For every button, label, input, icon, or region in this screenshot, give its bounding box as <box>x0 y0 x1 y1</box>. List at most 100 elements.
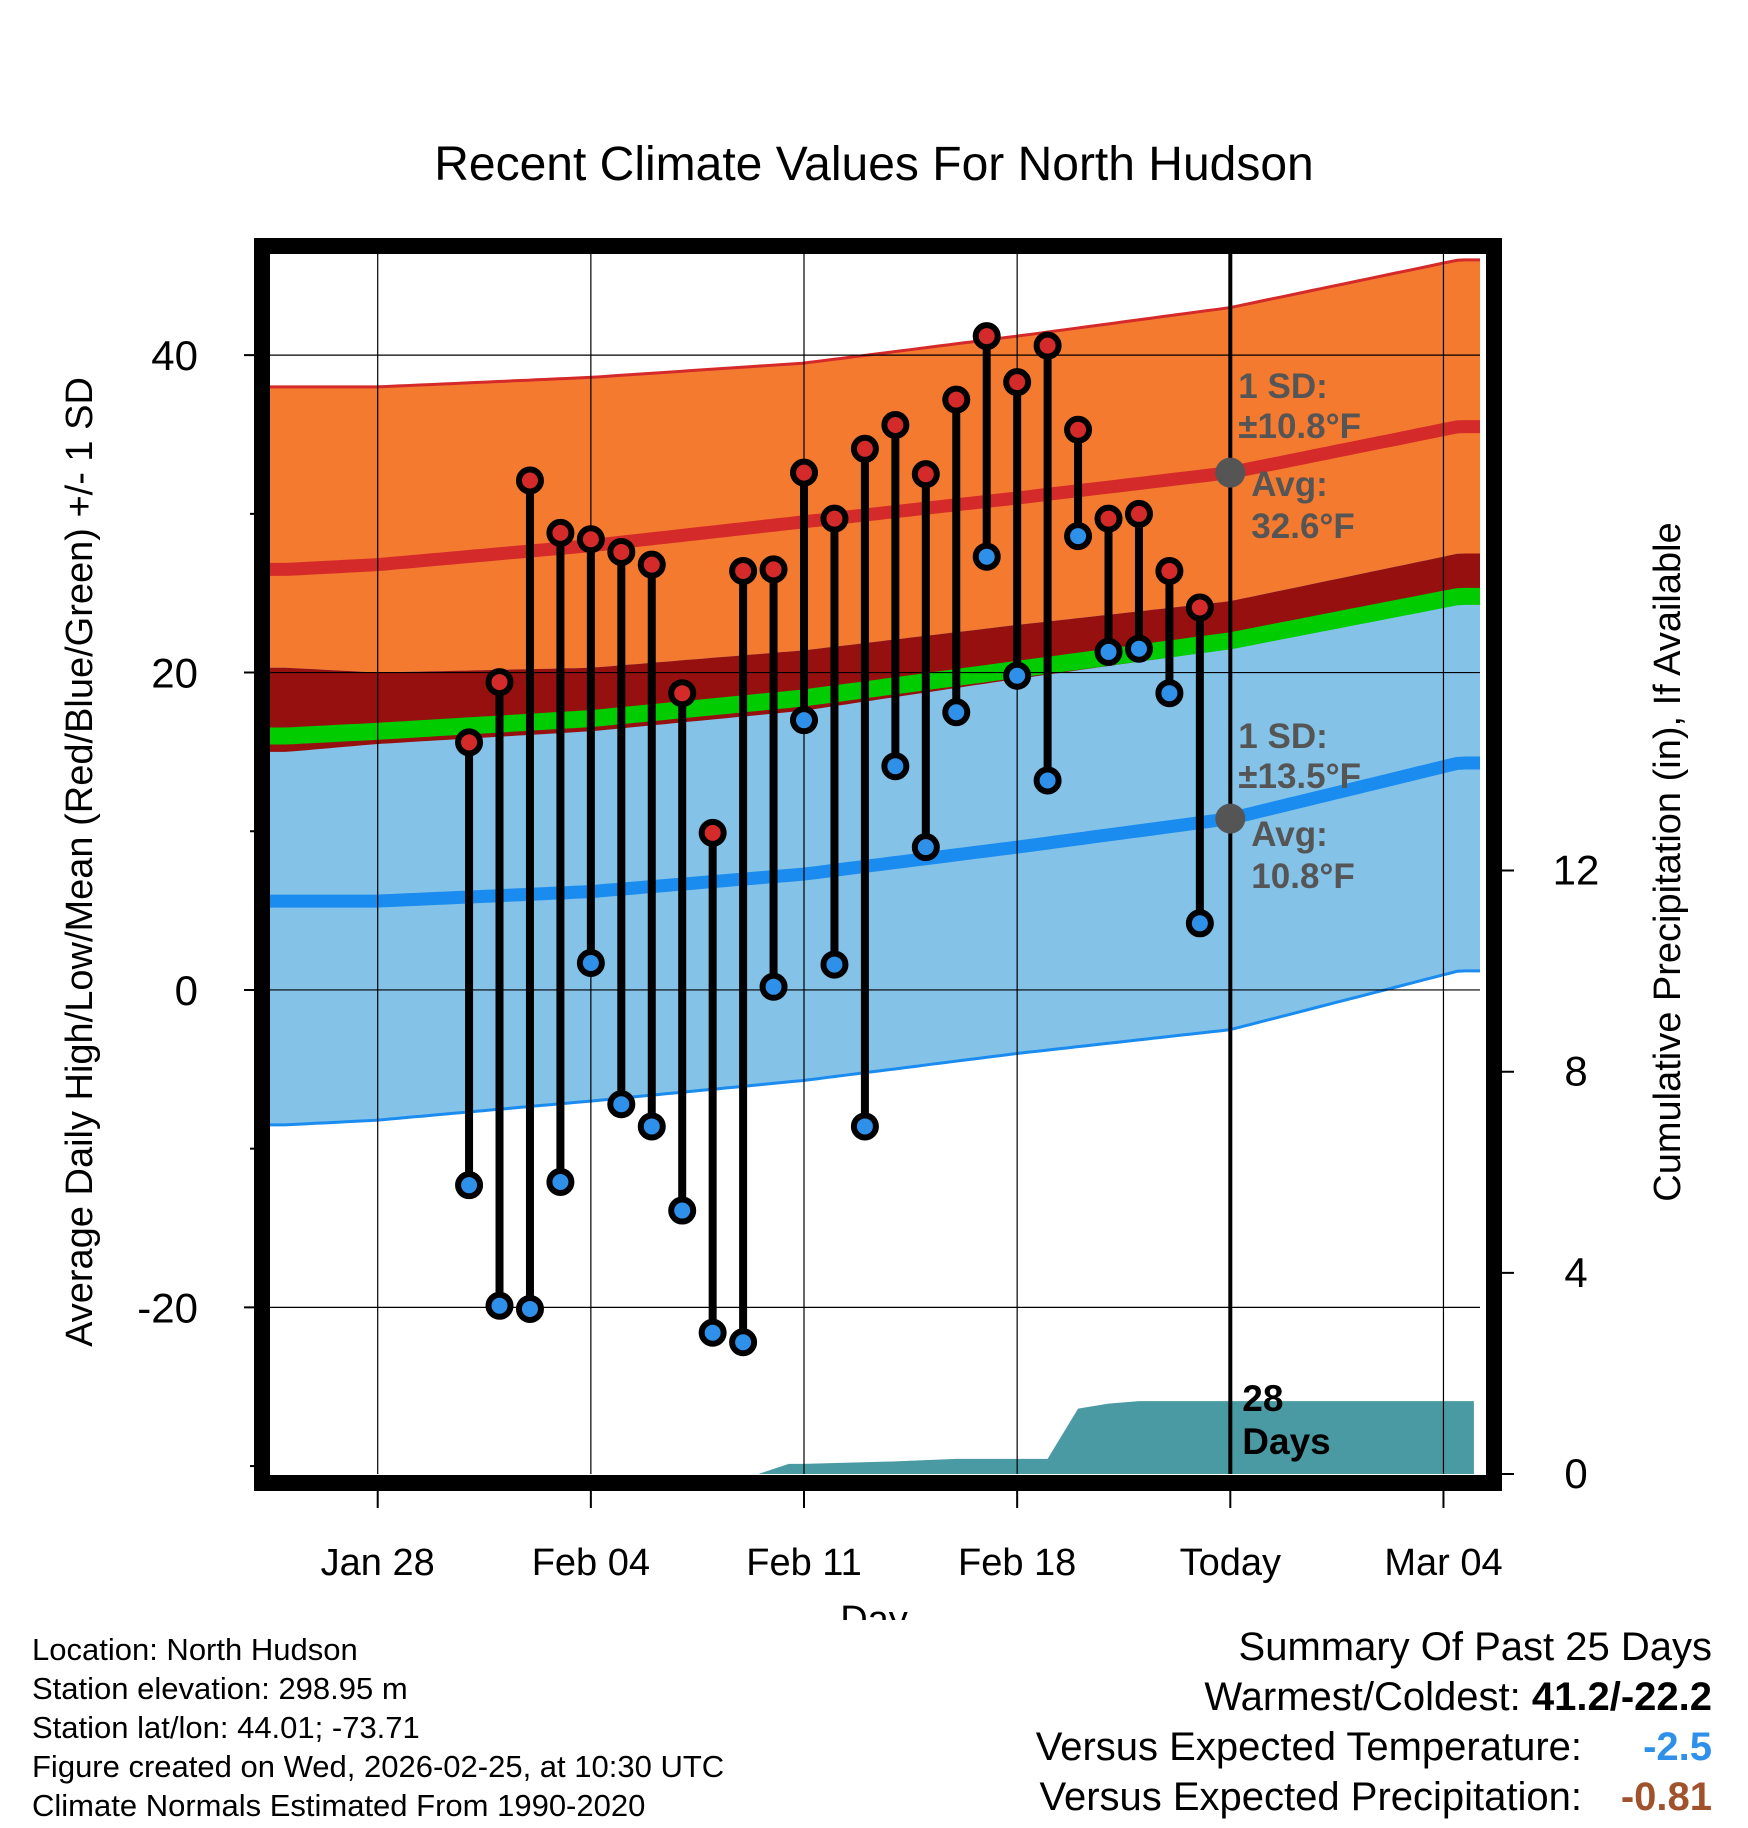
daily-high-point <box>485 668 514 697</box>
daily-low-point <box>790 706 819 735</box>
daily-low-point <box>607 1090 636 1119</box>
daily-high-point <box>1064 415 1093 444</box>
y-tick-label: 20 <box>151 650 198 697</box>
daily-low-point <box>1094 637 1123 666</box>
y2-tick-label: 8 <box>1564 1048 1587 1095</box>
created-text: Figure created on Wed, 2026-02-25, at 10… <box>32 1749 725 1784</box>
daily-high-point <box>911 460 940 489</box>
station-info: Location: North Hudson Station elevation… <box>32 1630 724 1825</box>
low-lower-edge <box>262 969 1480 1127</box>
daily-high-point <box>1003 368 1032 397</box>
x-tick-label: Feb 04 <box>532 1542 650 1584</box>
daily-low-point <box>576 948 605 977</box>
low-avg-label: Avg: <box>1251 815 1327 854</box>
daily-low-point <box>850 1112 879 1141</box>
daily-low-point <box>1155 679 1184 708</box>
x-tick-label: Today <box>1180 1542 1281 1584</box>
overlap-band <box>262 553 1480 752</box>
high-sd-value: ±10.8°F <box>1238 407 1361 446</box>
x-axis-label: Day <box>840 1599 908 1620</box>
daily-high-point <box>972 322 1001 351</box>
temp-label: Versus Expected Temperature: <box>1035 1725 1582 1769</box>
y2-tick-label: 0 <box>1564 1450 1587 1497</box>
daily-low-point <box>942 698 971 727</box>
summary-title: Summary Of Past 25 Days <box>1238 1625 1712 1669</box>
daily-low-point <box>668 1196 697 1225</box>
daily-high-point <box>820 504 849 533</box>
today-days-label: Days <box>1242 1421 1330 1462</box>
daily-high-point <box>515 466 544 495</box>
high-avg-label: Avg: <box>1251 465 1327 504</box>
daily-high-point <box>942 385 971 414</box>
daily-low-point <box>1003 661 1032 690</box>
low-avg-value: 10.8°F <box>1251 857 1355 896</box>
data-marks <box>455 322 1214 1357</box>
daily-high-point <box>698 818 727 847</box>
warm-cold-row: Warmest/Coldest: 41.2/-22.2 <box>1036 1672 1712 1722</box>
mean-average-line <box>262 587 1480 745</box>
y2-axis-label: Cumulative Precipitation (in), If Availa… <box>1647 522 1689 1201</box>
temp-row: Versus Expected Temperature: -2.5 <box>1036 1722 1712 1772</box>
daily-high-point <box>546 518 575 547</box>
high-average-line <box>262 420 1480 576</box>
precip-value: -0.81 <box>1620 1775 1712 1819</box>
y2-tick-label: 12 <box>1553 847 1600 894</box>
daily-low-point <box>881 752 910 781</box>
daily-high-point <box>881 410 910 439</box>
x-tick-label: Feb 11 <box>746 1542 861 1584</box>
daily-low-point <box>455 1171 484 1200</box>
daily-high-point <box>455 728 484 757</box>
daily-low-point <box>1033 766 1062 795</box>
x-tick-label: Mar 04 <box>1384 1542 1502 1584</box>
today-days-label: 28 <box>1242 1378 1283 1419</box>
daily-high-point <box>729 556 758 585</box>
daily-high-point <box>1185 593 1214 622</box>
daily-low-point <box>759 972 788 1001</box>
daily-high-point <box>637 550 666 579</box>
warm-cold-value: 41.2/-22.2 <box>1531 1675 1712 1719</box>
y-axis-label: Average Daily High/Low/Mean (Red/Blue/Gr… <box>59 377 101 1347</box>
daily-low-point <box>1064 522 1093 551</box>
low-average-marker <box>1215 803 1246 834</box>
y-tick-label: 40 <box>151 332 198 379</box>
high-average-marker <box>1215 457 1246 488</box>
latlon-text: Station lat/lon: 44.01; -73.71 <box>32 1710 420 1745</box>
daily-low-point <box>820 950 849 979</box>
daily-low-point <box>485 1291 514 1320</box>
precipitation-area <box>758 1401 1474 1474</box>
x-tick-label: Feb 18 <box>958 1542 1076 1584</box>
daily-high-point <box>1033 331 1062 360</box>
y-tick-label: 0 <box>175 967 198 1014</box>
low-average-line <box>262 756 1480 908</box>
daily-low-point <box>1185 909 1214 938</box>
location-text: Location: North Hudson <box>32 1632 358 1667</box>
warm-cold-label: Warmest/Coldest: <box>1204 1675 1532 1719</box>
daily-low-point <box>972 542 1001 571</box>
daily-high-point <box>759 555 788 584</box>
elevation-text: Station elevation: 298.95 m <box>32 1671 408 1706</box>
low-sd-label: 1 SD: <box>1238 717 1327 756</box>
normals-text: Climate Normals Estimated From 1990-2020 <box>32 1788 646 1823</box>
high-sd-label: 1 SD: <box>1238 367 1327 406</box>
high-avg-value: 32.6°F <box>1251 507 1355 546</box>
daily-high-point <box>576 525 605 554</box>
daily-high-point <box>668 679 697 708</box>
precip-label: Versus Expected Precipitation: <box>1039 1775 1582 1819</box>
daily-high-point <box>607 537 636 566</box>
daily-low-point <box>515 1294 544 1323</box>
daily-low-point <box>729 1328 758 1357</box>
daily-high-point <box>1124 499 1153 528</box>
summary-panel: Summary Of Past 25 Days Warmest/Coldest:… <box>1036 1622 1712 1822</box>
y-tick-label: -20 <box>137 1284 198 1331</box>
y2-tick-label: 4 <box>1564 1249 1587 1296</box>
chart-title: Recent Climate Values For North Hudson <box>434 138 1314 191</box>
daily-low-point <box>546 1167 575 1196</box>
daily-low-point <box>911 833 940 862</box>
plot-frame <box>254 238 1502 1491</box>
low-sd-value: ±13.5°F <box>1238 757 1361 796</box>
daily-low-point <box>1124 634 1153 663</box>
daily-high-point <box>790 458 819 487</box>
daily-high-point <box>1155 556 1184 585</box>
